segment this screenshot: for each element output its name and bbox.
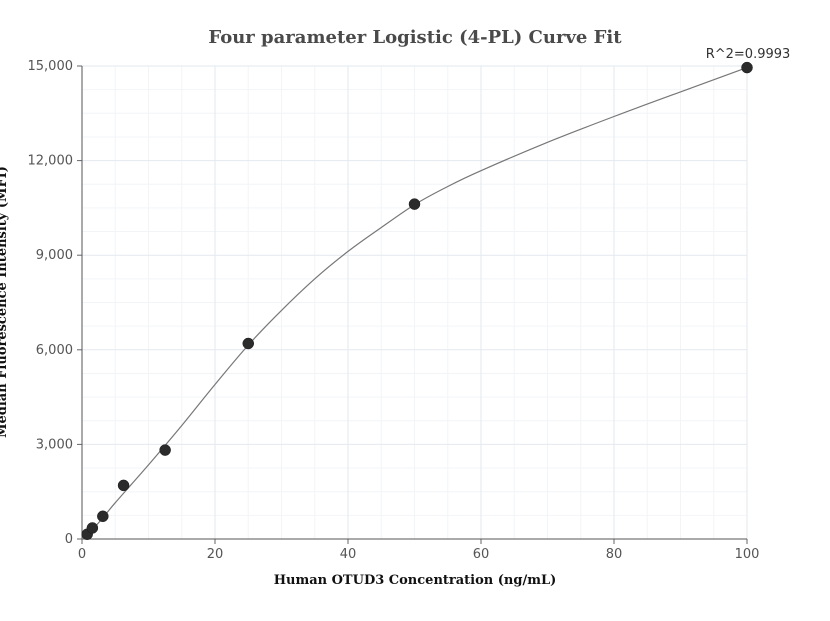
x-tick-label: 20: [207, 547, 224, 562]
y-axis-label: Median Fluorescence Intensity (MFI): [0, 166, 10, 438]
y-tick-label: 6,000: [36, 343, 73, 358]
y-tick-label: 0: [65, 532, 73, 547]
fit-curve-layer: [81, 67, 748, 537]
grid: [82, 65, 748, 539]
r-squared-annotation: R^2=0.9993: [706, 47, 791, 62]
x-axis-label: Human OTUD3 Concentration (ng/mL): [274, 573, 557, 588]
x-tick-label: 100: [735, 547, 760, 562]
y-tick-label: 3,000: [36, 437, 73, 452]
data-point: [159, 444, 171, 456]
chart-title: Four parameter Logistic (4-PL) Curve Fit: [208, 27, 622, 48]
data-point: [97, 510, 109, 523]
x-tick-label: 60: [473, 547, 490, 562]
data-point: [117, 479, 130, 492]
data-point: [741, 61, 753, 74]
x-tick-label: 40: [340, 547, 357, 562]
data-point: [242, 337, 254, 350]
fit-curve: [81, 67, 748, 537]
x-tick-label: 0: [78, 547, 86, 562]
data-point: [408, 198, 421, 210]
axes: 0 20 40 60 80 100 0 3,000 6,000 9,000 12,000 15,000: [28, 59, 760, 562]
y-tick-label: 9,000: [36, 248, 73, 263]
y-tick-label: 12,000: [28, 154, 74, 169]
y-tick-label: 15,000: [28, 59, 74, 74]
data-points: [81, 61, 753, 541]
data-point: [86, 522, 99, 534]
x-tick-label: 80: [606, 547, 623, 562]
